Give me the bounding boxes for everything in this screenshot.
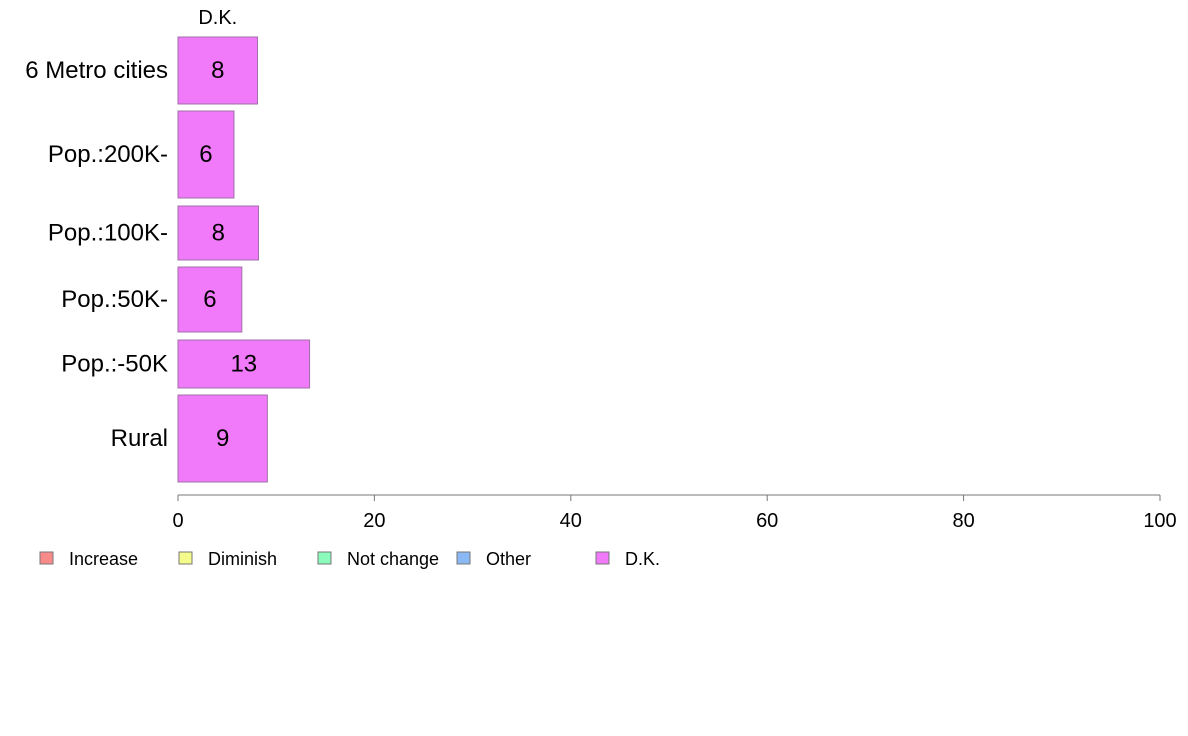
category-label: Rural — [111, 425, 168, 452]
x-tick-label: 60 — [756, 510, 778, 532]
category-label: Pop.:-50K — [61, 351, 168, 378]
legend-swatch-d-k — [595, 551, 610, 565]
legend-label-increase: Increase — [69, 549, 138, 569]
category-label: Pop.:100K- — [48, 220, 168, 247]
x-tick-label: 40 — [560, 510, 582, 532]
x-tick-label: 20 — [363, 510, 385, 532]
legend-label-d-k: D.K. — [625, 549, 660, 569]
data-label: 6 — [199, 141, 212, 168]
x-tick-label: 100 — [1143, 510, 1176, 532]
bar-segment-d-k — [177, 36, 259, 105]
legend-label-diminish: Diminish — [208, 549, 277, 569]
x-axis: 0 20 40 60 80 100 — [172, 494, 1177, 532]
bar-segment-d-k — [177, 394, 268, 483]
labels-layer: D.K. 6 Metro cities 8 Pop.:200K- 6 Pop.:100K-… — [25, 7, 257, 452]
legend-label-other: Other — [486, 549, 531, 569]
category-label: Pop.:50K- — [61, 286, 168, 313]
bar-segment-d-k — [177, 339, 311, 389]
x-tick-label: 80 — [952, 510, 974, 532]
data-label: 13 — [230, 351, 257, 378]
bars-layer — [177, 36, 311, 483]
bar-segment-d-k — [177, 266, 243, 333]
data-label: 8 — [211, 57, 224, 84]
legend-swatch-diminish — [178, 551, 193, 565]
data-label: 8 — [212, 220, 225, 247]
category-label: Pop.:200K- — [48, 141, 168, 168]
data-label: 9 — [216, 425, 229, 452]
legend-swatch-other — [456, 551, 471, 565]
legend-label-not-change: Not change — [347, 549, 439, 569]
column-header-dk: D.K. — [198, 7, 237, 29]
category-label: 6 Metro cities — [25, 57, 168, 84]
bar-segment-d-k — [177, 205, 260, 261]
bar-segment-d-k — [177, 110, 235, 199]
data-label: 6 — [203, 286, 216, 313]
legend-swatch-not-change — [317, 551, 332, 565]
legend-swatch-increase — [39, 551, 54, 565]
legend: Increase Diminish Not change Other D.K. — [39, 549, 660, 569]
x-tick-label: 0 — [172, 510, 183, 532]
